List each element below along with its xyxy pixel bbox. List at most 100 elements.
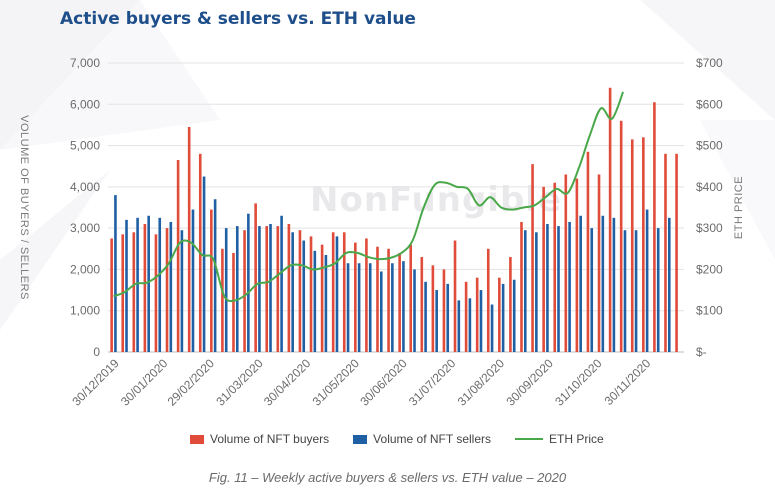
bar-buyers bbox=[586, 151, 590, 352]
bar-buyers bbox=[210, 209, 213, 352]
y2-tick-label: $- bbox=[696, 345, 707, 359]
legend-label-sellers: Volume of NFT sellers bbox=[373, 432, 491, 446]
legend-item-sellers: Volume of NFT sellers bbox=[353, 432, 491, 446]
x-tick-label: 31/07/2020 bbox=[406, 356, 459, 409]
bar-sellers bbox=[136, 217, 139, 352]
bar-sellers bbox=[590, 228, 594, 352]
bar-sellers bbox=[557, 226, 560, 352]
bar-buyers bbox=[143, 224, 147, 352]
x-tick-label: 30/09/2020 bbox=[504, 356, 557, 409]
bar-buyers bbox=[619, 120, 623, 352]
bar-buyers bbox=[232, 252, 235, 352]
bar-buyers bbox=[243, 230, 246, 352]
y2-tick-label: $700 bbox=[696, 56, 723, 70]
y-tick-label: 7,000 bbox=[70, 56, 100, 70]
bar-buyers bbox=[653, 102, 656, 352]
bar-buyers bbox=[520, 221, 523, 352]
bar-sellers bbox=[468, 298, 472, 352]
y2-tick-label: $300 bbox=[696, 221, 723, 235]
bar-buyers bbox=[342, 232, 346, 352]
bar-sellers bbox=[180, 230, 184, 352]
bar-sellers bbox=[357, 263, 361, 352]
bar-sellers bbox=[280, 215, 283, 352]
bar-sellers bbox=[623, 230, 627, 352]
bar-buyers bbox=[431, 265, 435, 352]
bar-buyers bbox=[409, 244, 413, 352]
bar-sellers bbox=[446, 283, 450, 352]
bar-sellers bbox=[379, 271, 383, 352]
y2-tick-label: $600 bbox=[696, 97, 723, 111]
bar-buyers bbox=[564, 174, 568, 352]
x-tick-label: 29/02/2020 bbox=[165, 356, 218, 409]
bar-sellers bbox=[291, 232, 294, 352]
bar-buyers bbox=[597, 174, 601, 352]
bar-buyers bbox=[187, 126, 191, 352]
bar-sellers bbox=[535, 232, 538, 352]
x-tick-label: 31/03/2020 bbox=[213, 356, 266, 409]
y-axis-title: VOLUME OF BUYERS / SELLERS bbox=[18, 115, 30, 300]
bar-sellers bbox=[523, 230, 527, 352]
bar-sellers bbox=[667, 217, 671, 352]
bar-buyers bbox=[154, 234, 158, 352]
y2-axis-title: ETH PRICE bbox=[733, 176, 745, 239]
bar-sellers bbox=[114, 195, 117, 352]
y-tick-label: 3,000 bbox=[70, 221, 100, 235]
y2-tick-label: $100 bbox=[696, 304, 723, 318]
bar-buyers bbox=[176, 160, 180, 352]
x-tick-label: 30/04/2020 bbox=[261, 356, 314, 409]
bar-sellers bbox=[302, 240, 306, 352]
bar-buyers bbox=[498, 277, 501, 352]
bar-buyers bbox=[365, 238, 368, 352]
bar-sellers bbox=[490, 304, 494, 352]
y2-tick-label: $400 bbox=[696, 180, 723, 194]
bar-sellers bbox=[258, 226, 261, 352]
bar-sellers bbox=[391, 263, 394, 352]
bar-sellers bbox=[213, 199, 217, 352]
bar-sellers bbox=[656, 228, 660, 352]
bar-sellers bbox=[435, 290, 438, 352]
bar-buyers bbox=[320, 244, 324, 352]
bar-buyers bbox=[254, 203, 257, 352]
bar-sellers bbox=[346, 263, 350, 352]
bar-buyers bbox=[376, 246, 379, 352]
bar-buyers bbox=[276, 226, 280, 352]
bar-buyers bbox=[132, 232, 136, 352]
bar-sellers bbox=[457, 300, 461, 352]
eth-price-line bbox=[113, 91, 625, 303]
bar-buyers bbox=[509, 257, 512, 352]
x-tick-label: 30/12/2019 bbox=[69, 356, 122, 409]
legend-label-eth: ETH Price bbox=[549, 432, 604, 446]
bar-sellers bbox=[235, 226, 239, 352]
legend-item-buyers: Volume of NFT buyers bbox=[190, 432, 329, 446]
bar-sellers bbox=[601, 215, 605, 352]
bar-sellers bbox=[125, 219, 128, 352]
bar-buyers bbox=[354, 242, 357, 352]
bar-buyers bbox=[265, 226, 269, 352]
bar-sellers bbox=[402, 261, 405, 352]
bar-buyers bbox=[110, 238, 113, 352]
bar-sellers bbox=[579, 215, 582, 352]
bar-sellers bbox=[147, 215, 150, 352]
bar-sellers bbox=[324, 254, 328, 352]
bar-buyers bbox=[453, 240, 457, 352]
x-tick-label: 31/10/2020 bbox=[552, 356, 605, 409]
legend-item-eth: ETH Price bbox=[515, 432, 604, 446]
bar-buyers bbox=[287, 224, 291, 352]
buyers-swatch bbox=[190, 434, 204, 444]
sellers-swatch bbox=[353, 434, 368, 444]
bar-buyers bbox=[486, 248, 490, 352]
bar-sellers bbox=[568, 221, 571, 352]
bar-sellers bbox=[169, 221, 173, 352]
bar-sellers bbox=[512, 279, 516, 352]
x-tick-label: 30/06/2020 bbox=[357, 356, 410, 409]
y-tick-label: 1,000 bbox=[70, 304, 100, 318]
chart-title: Active buyers & sellers vs. ETH value bbox=[60, 9, 416, 29]
y-tick-label: 2,000 bbox=[70, 262, 100, 276]
bar-sellers bbox=[158, 217, 162, 352]
bar-sellers bbox=[479, 290, 483, 352]
bar-sellers bbox=[269, 224, 272, 352]
bar-sellers bbox=[247, 213, 250, 352]
bar-sellers bbox=[335, 236, 339, 352]
bar-buyers bbox=[664, 153, 667, 352]
